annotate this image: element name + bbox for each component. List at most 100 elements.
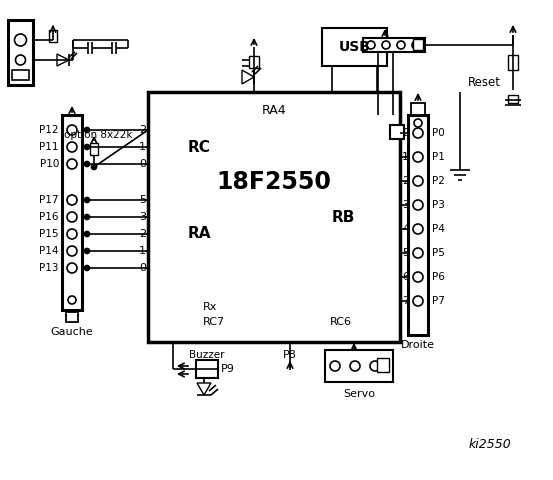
Bar xyxy=(390,125,404,139)
Bar xyxy=(62,115,82,310)
Text: P17: P17 xyxy=(39,195,59,205)
Circle shape xyxy=(85,144,90,149)
Text: Buzzer: Buzzer xyxy=(189,350,225,360)
Circle shape xyxy=(413,296,423,306)
Text: 3: 3 xyxy=(402,200,409,210)
Circle shape xyxy=(397,41,405,49)
Circle shape xyxy=(367,41,375,49)
Text: 0: 0 xyxy=(139,159,146,169)
Text: P7: P7 xyxy=(432,296,445,306)
Bar xyxy=(90,143,98,155)
Text: 0: 0 xyxy=(402,128,409,138)
Text: RC6: RC6 xyxy=(330,317,352,327)
Circle shape xyxy=(85,265,90,271)
Circle shape xyxy=(67,263,77,273)
Text: P5: P5 xyxy=(432,248,445,258)
Circle shape xyxy=(67,195,77,205)
Bar xyxy=(508,95,518,103)
Bar xyxy=(325,350,393,382)
Bar xyxy=(411,103,425,115)
Circle shape xyxy=(414,119,422,127)
Circle shape xyxy=(14,34,27,46)
Text: P16: P16 xyxy=(39,212,59,222)
Text: Servo: Servo xyxy=(343,389,375,399)
Text: P2: P2 xyxy=(432,176,445,186)
Text: ki2550: ki2550 xyxy=(468,439,512,452)
Bar xyxy=(408,115,428,335)
Text: RC7: RC7 xyxy=(203,317,225,327)
Circle shape xyxy=(413,272,423,282)
Text: Gauche: Gauche xyxy=(51,327,93,337)
Bar xyxy=(49,30,57,42)
Circle shape xyxy=(413,128,423,138)
Text: 0: 0 xyxy=(139,263,146,273)
Text: 3: 3 xyxy=(139,212,146,222)
Circle shape xyxy=(67,142,77,152)
Text: P14: P14 xyxy=(39,246,59,256)
Text: Reset: Reset xyxy=(468,75,501,88)
Text: 6: 6 xyxy=(402,272,409,282)
Text: P0: P0 xyxy=(432,128,445,138)
Bar xyxy=(377,358,389,372)
Text: RC: RC xyxy=(188,140,211,155)
Text: RA4: RA4 xyxy=(262,104,286,117)
Circle shape xyxy=(85,249,90,253)
Text: RA: RA xyxy=(188,227,211,241)
Circle shape xyxy=(330,361,340,371)
Text: P8: P8 xyxy=(283,350,297,360)
Text: 2: 2 xyxy=(139,229,146,239)
Circle shape xyxy=(413,224,423,234)
Circle shape xyxy=(85,161,90,167)
Circle shape xyxy=(15,55,25,65)
Circle shape xyxy=(382,41,390,49)
Bar xyxy=(508,55,518,70)
Text: 4: 4 xyxy=(402,224,409,234)
Bar xyxy=(196,360,218,378)
Bar xyxy=(322,28,387,66)
Text: 1: 1 xyxy=(402,152,409,162)
Bar xyxy=(12,70,29,80)
Text: 2: 2 xyxy=(139,125,146,135)
Circle shape xyxy=(85,215,90,219)
Text: 1: 1 xyxy=(139,142,146,152)
Text: P6: P6 xyxy=(432,272,445,282)
Text: RB: RB xyxy=(332,209,355,225)
Text: P15: P15 xyxy=(39,229,59,239)
Text: 1: 1 xyxy=(139,246,146,256)
Circle shape xyxy=(413,248,423,258)
Bar xyxy=(8,20,33,85)
Text: P1: P1 xyxy=(432,152,445,162)
Text: P9: P9 xyxy=(221,364,235,374)
Text: 2: 2 xyxy=(402,176,409,186)
Text: P10: P10 xyxy=(40,159,59,169)
Circle shape xyxy=(85,197,90,203)
Bar xyxy=(363,38,425,52)
Text: 7: 7 xyxy=(402,296,409,306)
Text: P11: P11 xyxy=(39,142,59,152)
Circle shape xyxy=(413,200,423,210)
Circle shape xyxy=(67,159,77,169)
Circle shape xyxy=(68,296,76,304)
Bar xyxy=(249,56,259,68)
Text: 5: 5 xyxy=(402,248,409,258)
Text: Rx: Rx xyxy=(203,302,217,312)
Circle shape xyxy=(91,165,97,169)
Circle shape xyxy=(67,229,77,239)
Circle shape xyxy=(67,212,77,222)
Text: 18F2550: 18F2550 xyxy=(217,170,331,194)
Bar xyxy=(148,92,400,342)
Bar xyxy=(413,39,423,50)
Text: P13: P13 xyxy=(39,263,59,273)
Text: P4: P4 xyxy=(432,224,445,234)
Text: 5: 5 xyxy=(139,195,146,205)
Text: USB: USB xyxy=(338,40,371,54)
Text: option 8x22k: option 8x22k xyxy=(64,130,132,140)
Text: Droite: Droite xyxy=(401,340,435,350)
Circle shape xyxy=(413,176,423,186)
Text: P3: P3 xyxy=(432,200,445,210)
Circle shape xyxy=(413,152,423,162)
Circle shape xyxy=(370,361,380,371)
Circle shape xyxy=(85,128,90,132)
Circle shape xyxy=(412,41,420,49)
Text: P12: P12 xyxy=(39,125,59,135)
